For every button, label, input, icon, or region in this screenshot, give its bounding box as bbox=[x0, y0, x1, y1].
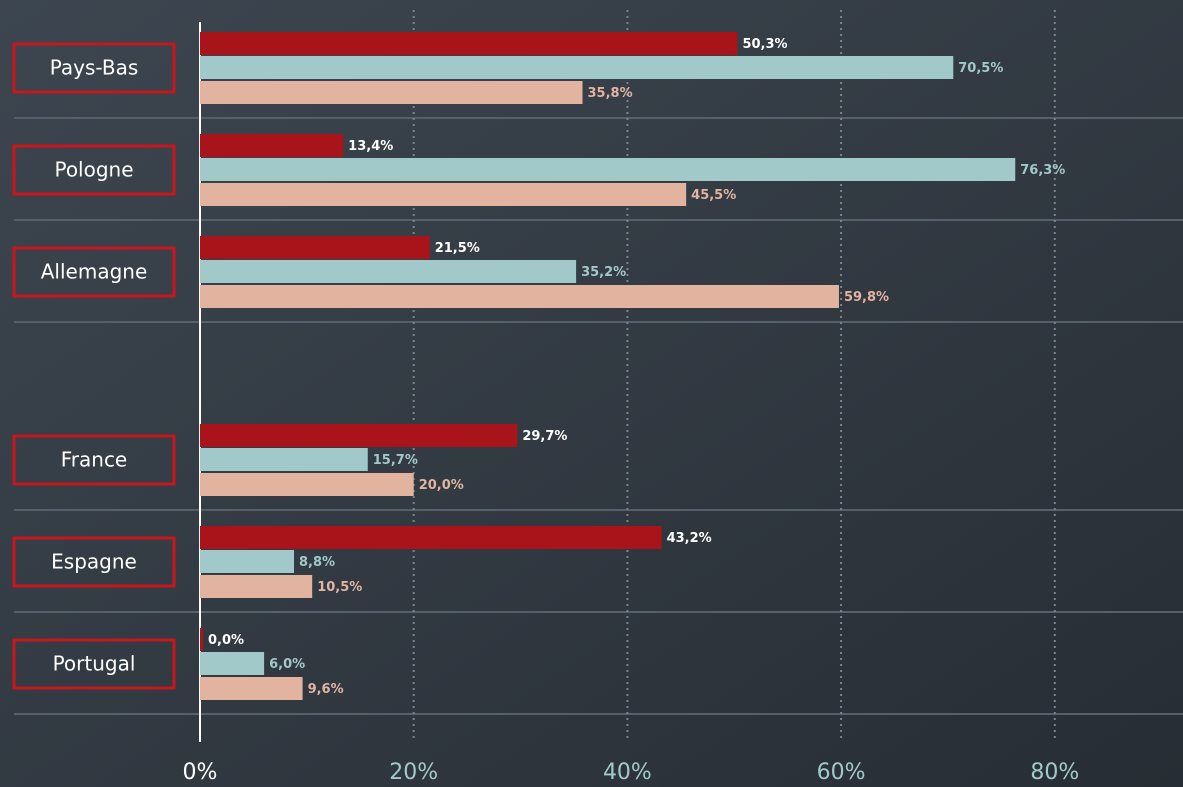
bar bbox=[200, 56, 954, 79]
bar bbox=[200, 628, 203, 651]
value-label: 21,5% bbox=[435, 241, 480, 256]
category-box bbox=[12, 638, 176, 690]
x-tick-label: 80% bbox=[1030, 760, 1079, 785]
bar bbox=[200, 448, 368, 471]
bar bbox=[200, 575, 313, 598]
x-tick-label: 20% bbox=[389, 760, 438, 785]
bar bbox=[200, 550, 295, 573]
bar bbox=[200, 81, 583, 104]
category-box bbox=[12, 42, 176, 94]
bar bbox=[200, 677, 303, 700]
bar bbox=[200, 236, 430, 259]
bar bbox=[200, 32, 738, 55]
category-label: France bbox=[61, 448, 128, 472]
value-label: 9,6% bbox=[308, 682, 344, 697]
category-label: Portugal bbox=[53, 652, 136, 676]
bar bbox=[200, 526, 662, 549]
value-label: 0,0% bbox=[208, 633, 244, 648]
value-label: 10,5% bbox=[317, 580, 362, 595]
bar bbox=[200, 285, 839, 308]
value-label: 15,7% bbox=[373, 453, 418, 468]
value-label: 20,0% bbox=[419, 478, 464, 493]
category-label: Pays-Bas bbox=[50, 56, 139, 80]
category-box bbox=[12, 434, 176, 486]
category-label: Allemagne bbox=[41, 260, 148, 284]
category-box bbox=[12, 246, 176, 298]
value-label: 29,7% bbox=[522, 429, 567, 444]
value-label: 43,2% bbox=[667, 531, 712, 546]
value-label: 70,5% bbox=[958, 61, 1003, 76]
bar bbox=[200, 652, 265, 675]
value-label: 35,2% bbox=[581, 265, 626, 280]
x-tick-label: 40% bbox=[603, 760, 652, 785]
bar bbox=[200, 424, 518, 447]
value-label: 8,8% bbox=[299, 555, 335, 570]
category-label: Espagne bbox=[51, 550, 137, 574]
category-label: Pologne bbox=[54, 158, 133, 182]
category-box bbox=[12, 536, 176, 588]
value-label: 59,8% bbox=[844, 290, 889, 305]
value-label: 50,3% bbox=[742, 37, 787, 52]
category-box bbox=[12, 144, 176, 196]
bar bbox=[200, 134, 344, 157]
bar bbox=[200, 473, 414, 496]
x-tick-label: 60% bbox=[817, 760, 866, 785]
bar bbox=[200, 183, 687, 206]
value-label: 6,0% bbox=[269, 657, 305, 672]
x-tick-label: 0% bbox=[183, 760, 218, 785]
bar bbox=[200, 158, 1016, 181]
value-label: 13,4% bbox=[348, 139, 393, 154]
value-label: 35,8% bbox=[588, 86, 633, 101]
value-label: 45,5% bbox=[691, 188, 736, 203]
value-label: 76,3% bbox=[1020, 163, 1065, 178]
bar bbox=[200, 260, 577, 283]
